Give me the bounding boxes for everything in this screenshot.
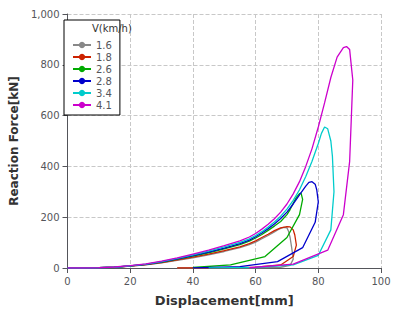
svg-text:400: 400 [40, 161, 59, 172]
svg-text:800: 800 [40, 59, 59, 70]
svg-text:2.6: 2.6 [96, 64, 112, 75]
svg-text:20: 20 [124, 276, 137, 287]
svg-text:600: 600 [40, 110, 59, 121]
svg-text:2.8: 2.8 [96, 76, 112, 87]
svg-text:80: 80 [312, 276, 325, 287]
svg-text:Reaction Force[kN]: Reaction Force[kN] [7, 76, 21, 206]
svg-text:1.8: 1.8 [96, 52, 112, 63]
svg-text:100: 100 [371, 276, 390, 287]
svg-text:1,000: 1,000 [31, 9, 60, 20]
svg-text:4.1: 4.1 [96, 100, 112, 111]
svg-text:1.6: 1.6 [96, 40, 112, 51]
svg-text:60: 60 [249, 276, 262, 287]
svg-text:V(km/h): V(km/h) [92, 23, 132, 34]
svg-text:40: 40 [187, 276, 200, 287]
svg-text:0: 0 [53, 263, 59, 274]
svg-text:Displacement[mm]: Displacement[mm] [155, 293, 294, 308]
svg-text:3.4: 3.4 [96, 88, 112, 99]
svg-text:0: 0 [64, 276, 70, 287]
svg-text:200: 200 [40, 212, 59, 223]
